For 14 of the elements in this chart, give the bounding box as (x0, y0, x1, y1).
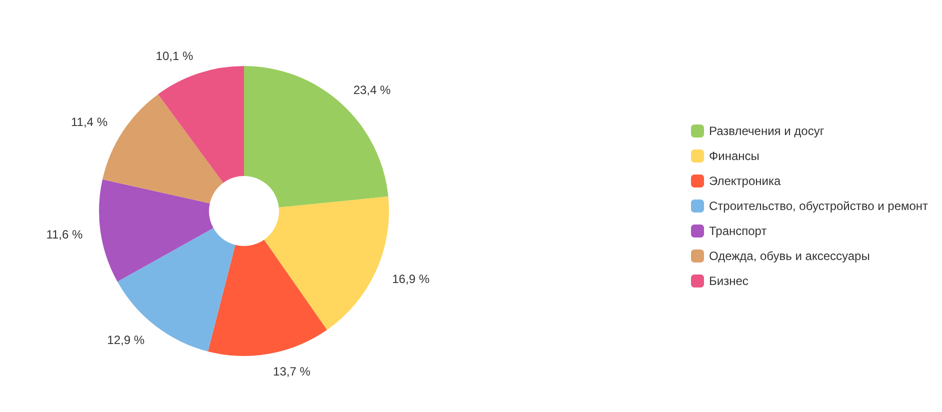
data-label: 11,4 % (71, 114, 108, 129)
legend-label: Бизнес (709, 274, 748, 288)
legend-label: Финансы (709, 149, 760, 163)
legend-label: Транспорт (709, 224, 768, 238)
data-label: 12,9 % (107, 333, 145, 348)
data-label: 10,1 % (156, 49, 194, 64)
legend-label: Одежда, обувь и аксессуары (709, 249, 870, 263)
data-label: 11,6 % (46, 227, 84, 242)
data-label: 16,9 % (392, 272, 430, 286)
legend-label: Строительство, обустройство и ремонт (709, 199, 929, 213)
data-label: 23,4 % (353, 83, 392, 98)
legend-label: Развлечения и досуг (709, 124, 825, 138)
data-label: 13,7 % (273, 364, 311, 378)
legend-label: Электроника (709, 174, 781, 188)
